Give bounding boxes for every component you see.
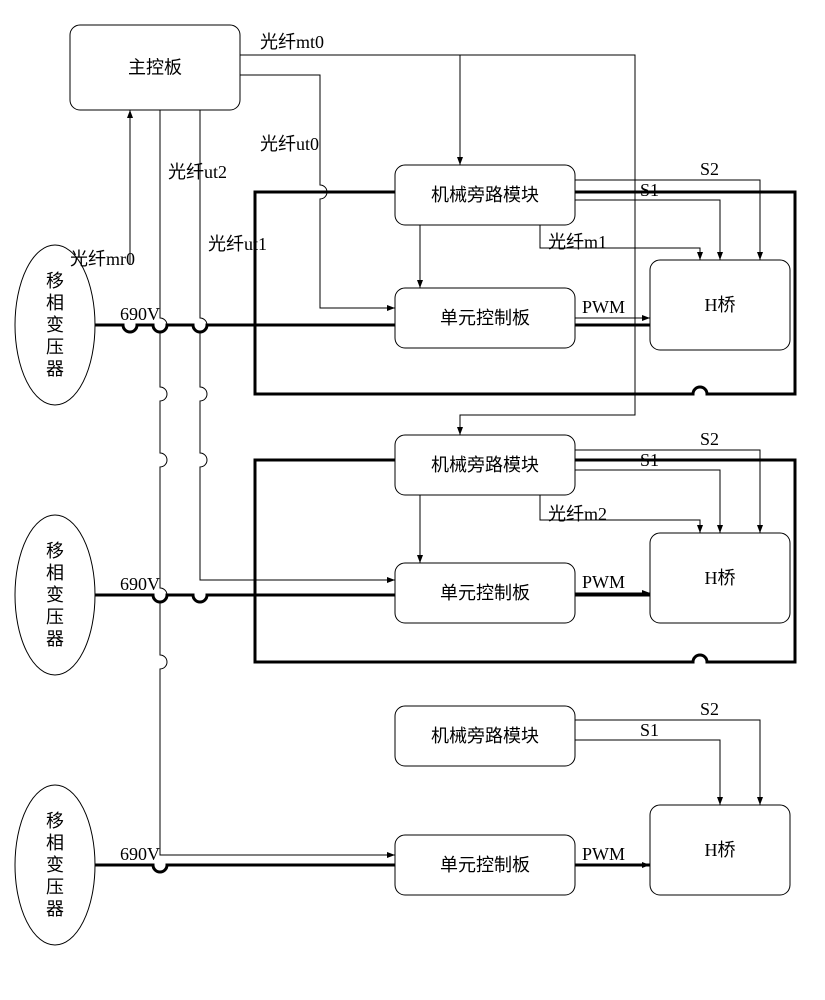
node-label-main_controller: 主控板 [128, 58, 182, 78]
edge [575, 740, 720, 805]
label-690v: 690V [120, 574, 160, 594]
svg-text:变: 变 [46, 855, 64, 875]
edge-label: 光纤ut1 [208, 234, 267, 254]
svg-text:移: 移 [46, 541, 64, 561]
edge [160, 110, 395, 855]
node-label-ctrl3: 单元控制板 [440, 855, 530, 875]
svg-text:压: 压 [46, 337, 64, 357]
edge [200, 110, 395, 580]
edge-label: PWM [582, 297, 625, 317]
edge-label: 光纤ut0 [260, 134, 319, 154]
svg-text:变: 变 [46, 585, 64, 605]
edge-label: 光纤mr0 [70, 249, 135, 269]
svg-text:相: 相 [46, 563, 64, 583]
svg-text:器: 器 [46, 359, 64, 379]
svg-text:器: 器 [46, 899, 64, 919]
edge-label: PWM [582, 844, 625, 864]
svg-text:变: 变 [46, 315, 64, 335]
edge-label: S1 [640, 720, 659, 740]
node-label-hbridge2: H桥 [705, 568, 736, 588]
node-label-hbridge1: H桥 [705, 295, 736, 315]
node-label-hbridge3: H桥 [705, 840, 736, 860]
edge-label: S2 [700, 159, 719, 179]
node-label-ctrl1: 单元控制板 [440, 308, 530, 328]
edge-label: S1 [640, 180, 659, 200]
edge-label: S2 [700, 699, 719, 719]
edge-label: 光纤mt0 [260, 32, 324, 52]
svg-text:移: 移 [46, 271, 64, 291]
edge-label: 光纤ut2 [168, 162, 227, 182]
node-label-ctrl2: 单元控制板 [440, 583, 530, 603]
edge-label: S2 [700, 429, 719, 449]
svg-text:压: 压 [46, 607, 64, 627]
svg-text:相: 相 [46, 293, 64, 313]
edge-label: PWM [582, 572, 625, 592]
edge-label: 光纤m1 [548, 232, 607, 252]
node-label-bypass3: 机械旁路模块 [431, 726, 539, 746]
svg-text:器: 器 [46, 629, 64, 649]
svg-text:压: 压 [46, 877, 64, 897]
node-label-bypass1: 机械旁路模块 [431, 185, 539, 205]
svg-text:移: 移 [46, 811, 64, 831]
label-690v: 690V [120, 304, 160, 324]
edge-label: 光纤m2 [548, 504, 607, 524]
edge-label: S1 [640, 450, 659, 470]
svg-text:相: 相 [46, 833, 64, 853]
label-690v: 690V [120, 844, 160, 864]
node-label-bypass2: 机械旁路模块 [431, 455, 539, 475]
edge [575, 720, 760, 805]
